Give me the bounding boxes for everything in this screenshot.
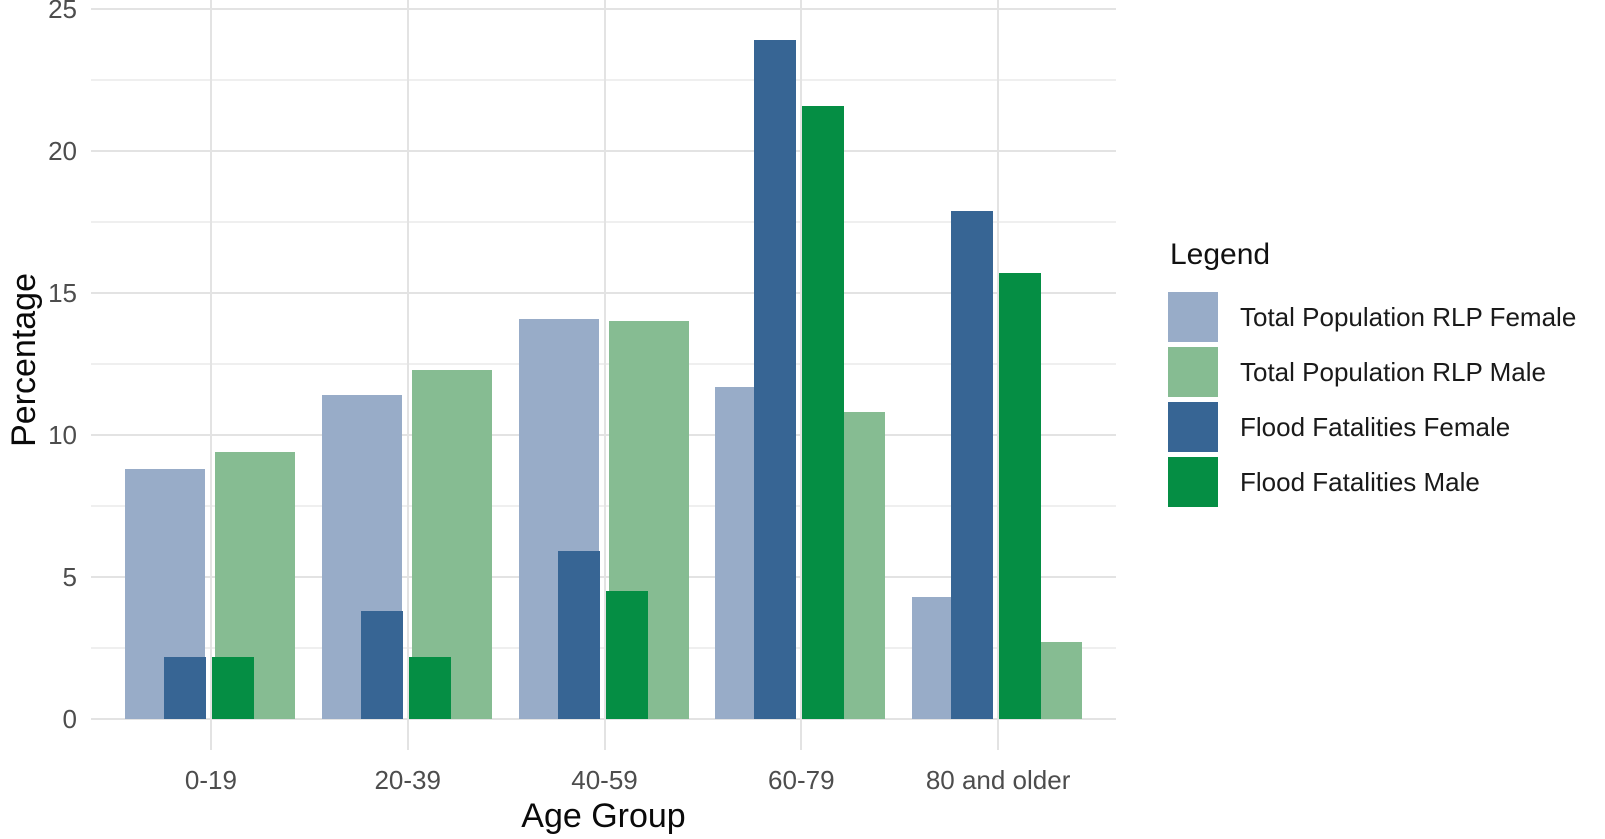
x-tick-20-39 — [406, 720, 409, 750]
legend-item-flood-fatalities-female: Flood Fatalities Female — [1168, 402, 1576, 452]
legend-items: Total Population RLP Female Total Populat… — [1168, 292, 1576, 507]
x-tick-label-20-39: 20-39 — [374, 765, 441, 795]
gridline-x-0-19 — [209, 0, 212, 719]
y-tick-label-15: 15 — [48, 278, 77, 308]
legend-item-total-population-rlp-male: Total Population RLP Male — [1168, 347, 1576, 397]
y-tick-label-20: 20 — [48, 136, 77, 166]
legend-label-flood-fatalities-female: Flood Fatalities Female — [1240, 411, 1511, 442]
plot-panel — [91, 0, 1116, 720]
gridline-x-80-and-older — [997, 0, 1000, 719]
legend-swatch-flood-fatalities-female — [1168, 402, 1218, 452]
x-tick-label-60-79: 60-79 — [768, 765, 835, 795]
legend-label-total-population-rlp-male: Total Population RLP Male — [1240, 356, 1546, 387]
gridline-x-40-59 — [603, 0, 606, 719]
legend-item-flood-fatalities-male: Flood Fatalities Male — [1168, 457, 1576, 507]
legend-title: Legend — [1170, 238, 1271, 271]
y-axis-title-wrap: Percentage — [2, 0, 46, 719]
legend-swatch-total-population-rlp-male — [1168, 347, 1218, 397]
bar-flood-fatalities-female-20-39 — [360, 611, 403, 719]
y-tick-label-25: 25 — [48, 0, 77, 24]
legend-label-total-population-rlp-female: Total Population RLP Female — [1240, 301, 1577, 332]
x-axis-title: Age Group — [521, 797, 686, 835]
x-tick-0-19 — [209, 720, 212, 750]
bar-flood-fatalities-female-0-19 — [163, 656, 206, 719]
bar-flood-fatalities-female-80-and-older — [951, 210, 994, 719]
x-tick-label-40-59: 40-59 — [571, 765, 638, 795]
legend-swatch-flood-fatalities-male — [1168, 457, 1218, 507]
legend-item-total-population-rlp-female: Total Population RLP Female — [1168, 292, 1576, 342]
legend-label-flood-fatalities-male: Flood Fatalities Male — [1240, 466, 1480, 497]
x-tick-40-59 — [603, 720, 606, 750]
y-tick-label-5: 5 — [62, 562, 77, 592]
y-tick-label-0: 0 — [62, 704, 77, 734]
gridline-x-60-79 — [800, 0, 803, 719]
x-tick-label-0-19: 0-19 — [184, 765, 237, 795]
bar-flood-fatalities-male-40-59 — [605, 591, 648, 719]
bar-flood-fatalities-male-80-and-older — [999, 273, 1042, 719]
bar-flood-fatalities-male-60-79 — [802, 105, 845, 719]
gridline-x-20-39 — [406, 0, 409, 719]
legend: Legend Total Population RLP Female Total … — [1168, 238, 1576, 512]
x-tick-label-80-and-older: 80 and older — [925, 765, 1071, 795]
y-tick-label-10: 10 — [48, 420, 77, 450]
bar-flood-fatalities-male-20-39 — [408, 656, 451, 719]
x-tick-80-and-older — [997, 720, 1000, 750]
gridline-y-major-0 — [91, 718, 1116, 720]
x-tick-60-79 — [800, 720, 803, 750]
bar-flood-fatalities-female-60-79 — [754, 40, 797, 719]
bar-flood-fatalities-male-0-19 — [211, 656, 254, 719]
legend-swatch-total-population-rlp-female — [1168, 292, 1218, 342]
bar-flood-fatalities-female-40-59 — [557, 551, 600, 719]
